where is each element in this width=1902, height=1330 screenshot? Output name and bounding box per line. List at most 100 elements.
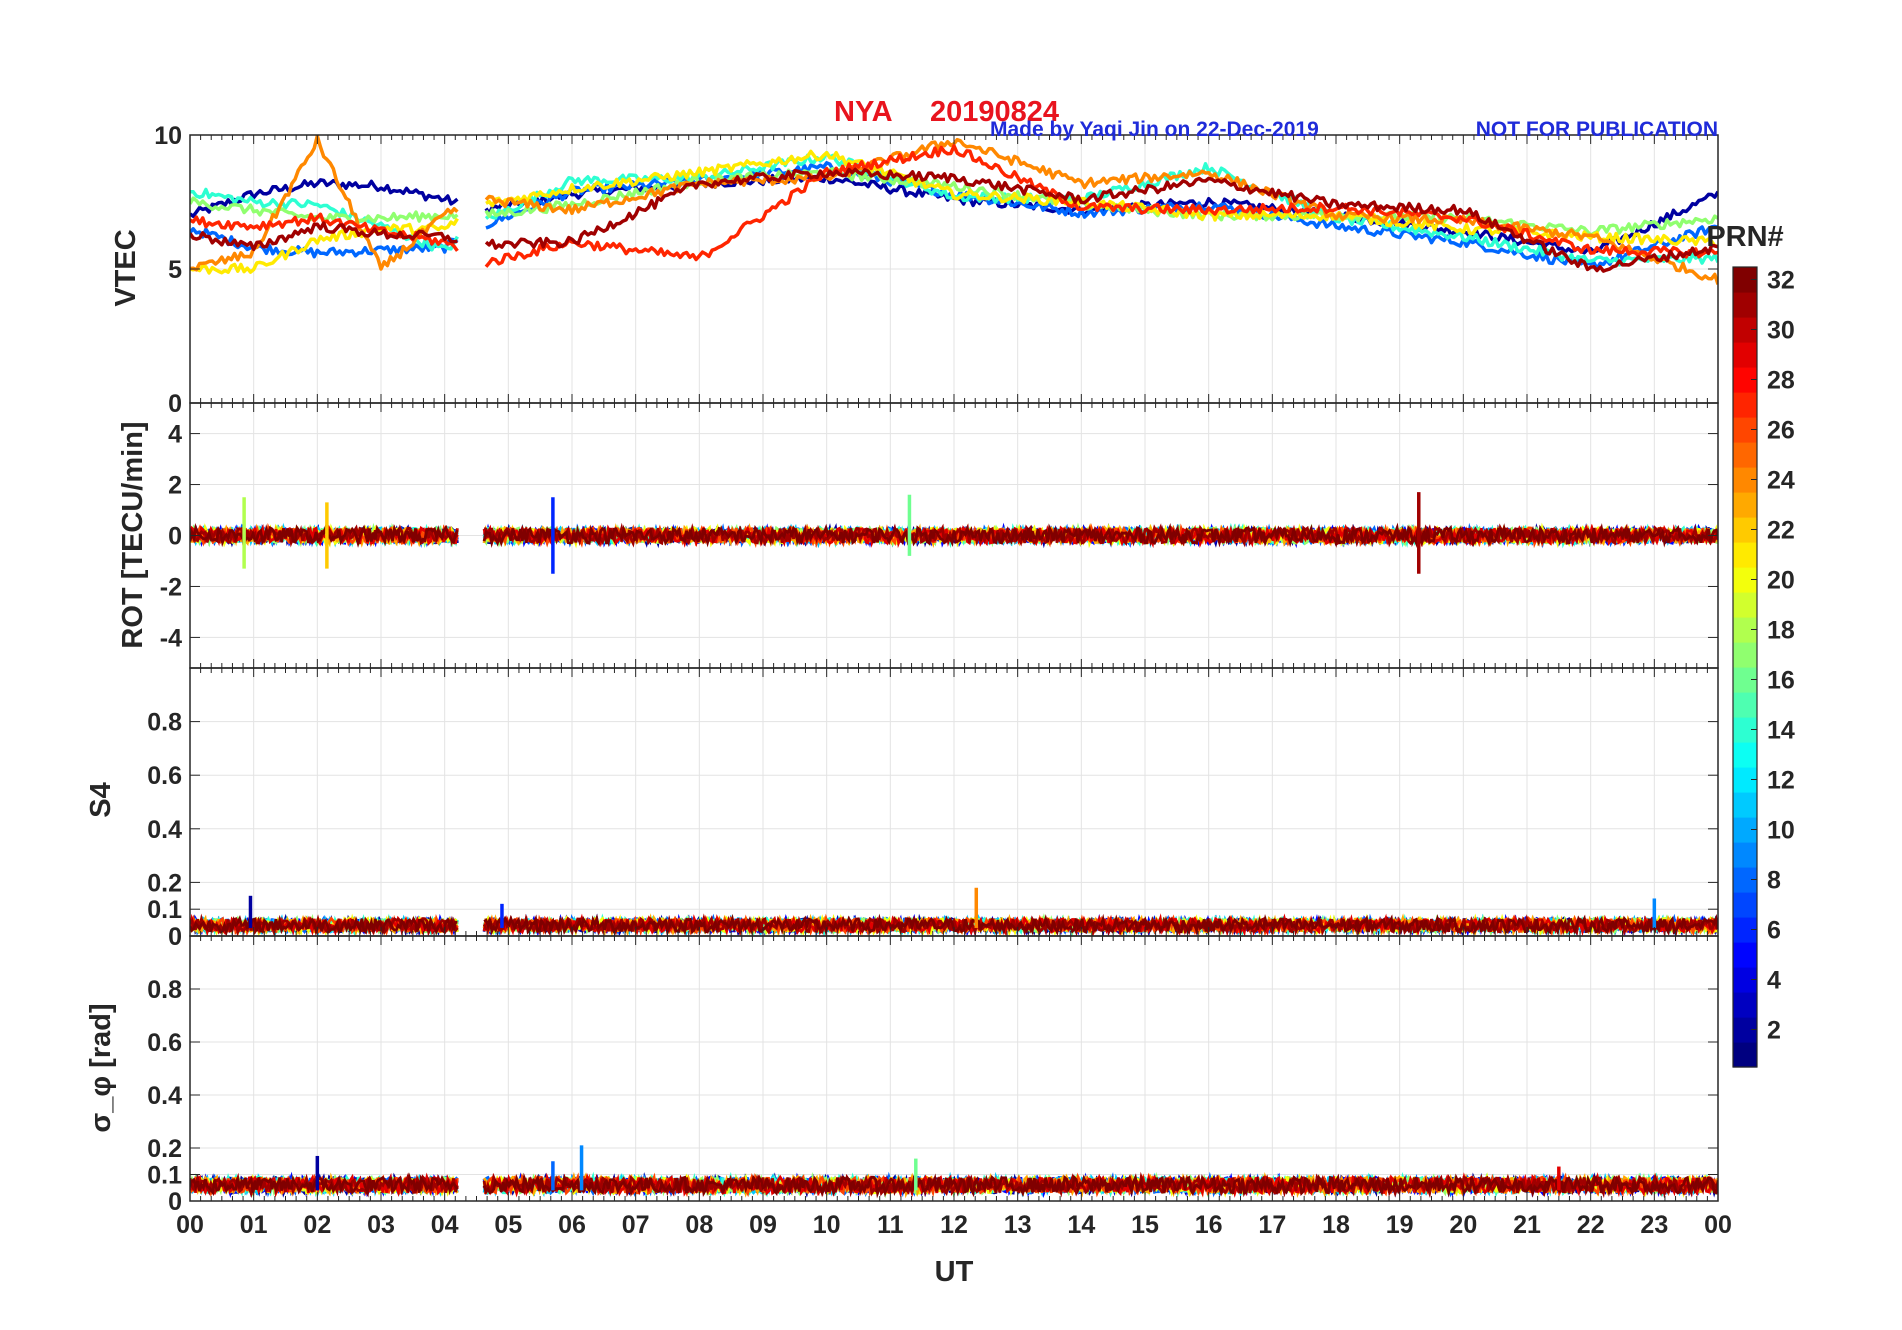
colorbar-segment	[1733, 892, 1757, 918]
x-tick-label: 19	[1386, 1211, 1414, 1239]
x-tick-label: 00	[176, 1211, 204, 1239]
colorbar-tick-label: 32	[1767, 267, 1795, 295]
rot-ylabel: ROT [TECU/min]	[117, 421, 149, 648]
colorbar-frame	[1732, 266, 1758, 1068]
s4-prn-32	[190, 913, 1718, 936]
vtec-ytick-label: 0	[168, 390, 182, 418]
colorbar-tick-label: 10	[1767, 817, 1795, 845]
x-tick-label: 02	[303, 1211, 331, 1239]
colorbar-tick-label: 22	[1767, 517, 1795, 545]
colorbar-tick-label: 24	[1767, 467, 1795, 495]
colorbar-segment	[1733, 942, 1757, 968]
x-tick-label: 20	[1449, 1211, 1477, 1239]
x-tick-label: 04	[431, 1211, 459, 1239]
rot-lines	[190, 492, 1718, 574]
s4-ytick-label: 0.6	[147, 762, 182, 790]
x-tick-label: 18	[1322, 1211, 1350, 1239]
x-tick-label: 12	[940, 1211, 968, 1239]
colorbar-segment	[1733, 742, 1757, 768]
sigma_phi-ytick-label: 0	[168, 1188, 182, 1216]
colorbar-tick-label: 2	[1767, 1017, 1781, 1045]
vtec-lines	[190, 135, 1718, 285]
colorbar-tick-label: 12	[1767, 767, 1795, 795]
s4-ytick-label: 0	[168, 923, 182, 951]
colorbar-segment	[1733, 492, 1757, 518]
x-tick-label: 16	[1195, 1211, 1223, 1239]
sigma_phi-ytick-label: 0.2	[147, 1135, 182, 1163]
data-series	[190, 135, 1718, 1199]
s4-ytick-label: 0.1	[147, 896, 182, 924]
x-tick-label: 15	[1131, 1211, 1159, 1239]
colorbar-tick-label: 28	[1767, 367, 1795, 395]
colorbar-tick-label: 16	[1767, 667, 1795, 695]
colorbar-segment	[1733, 292, 1757, 318]
tick-labels: 0510-4-202400.10.20.40.60.800.10.20.40.6…	[147, 122, 1732, 1239]
vtec-ytick-label: 10	[154, 122, 182, 150]
axes-frames	[189, 134, 1719, 1202]
s4-lines	[190, 887, 1718, 936]
rot-ytick-label: 2	[168, 472, 182, 500]
s4-ytick-label: 0.4	[147, 816, 182, 844]
x-tick-label: 07	[622, 1211, 650, 1239]
colorbar-tick-label: 26	[1767, 417, 1795, 445]
x-tick-label: 03	[367, 1211, 395, 1239]
colorbar-segment	[1733, 992, 1757, 1018]
x-tick-label: 05	[494, 1211, 522, 1239]
colorbar-tick-label: 14	[1767, 717, 1795, 745]
rot-ytick-label: -2	[160, 573, 182, 601]
s4-ytick-label: 0.8	[147, 709, 182, 737]
colorbar-tick-label: 6	[1767, 917, 1781, 945]
colorbar-tick-label: 18	[1767, 617, 1795, 645]
colorbar-segment	[1733, 592, 1757, 618]
x-tick-label: 10	[813, 1211, 841, 1239]
station-title: NYA	[834, 96, 893, 128]
colorbar-segment	[1733, 792, 1757, 818]
sigma_phi-ytick-label: 0.8	[147, 976, 182, 1004]
sigma_phi-ytick-label: 0.6	[147, 1029, 182, 1057]
colorbar-tick-label: 20	[1767, 567, 1795, 595]
x-tick-label: 17	[1258, 1211, 1286, 1239]
colorbar-tick-label: 4	[1767, 967, 1781, 995]
x-tick-label: 11	[877, 1211, 904, 1239]
x-tick-label: 13	[1004, 1211, 1032, 1239]
colorbar-segment	[1733, 692, 1757, 718]
colorbar-segment	[1733, 442, 1757, 468]
sigma-phi-ylabel: σ_φ [rad]	[85, 1003, 117, 1132]
colorbar-segment	[1733, 1042, 1757, 1068]
x-tick-label: 08	[685, 1211, 713, 1239]
rot-ytick-label: -4	[160, 624, 182, 652]
publication-notice: NOT FOR PUBLICATION	[1476, 118, 1718, 141]
date-title: 20190824	[930, 96, 1059, 128]
s4-ytick-label: 0.2	[147, 869, 182, 897]
x-tick-label: 00	[1704, 1211, 1732, 1239]
vtec-prn-31	[190, 167, 1718, 273]
sigma_phi-prn-32	[190, 1172, 1718, 1199]
sigma_phi-ytick-label: 0.4	[147, 1082, 182, 1110]
sigma_phi-ytick-label: 0.1	[147, 1162, 182, 1190]
x-tick-label: 23	[1640, 1211, 1668, 1239]
vtec-ylabel: VTEC	[110, 229, 142, 306]
x-tick-label: 14	[1067, 1211, 1095, 1239]
x-tick-label: 01	[240, 1211, 268, 1239]
rot-ytick-label: 0	[168, 523, 182, 551]
colorbar-segment	[1733, 392, 1757, 418]
colorbar-tick-label: 8	[1767, 867, 1781, 895]
credit-note: Made by Yaqi Jin on 22-Dec-2019	[990, 118, 1319, 141]
colorbar-segment	[1733, 342, 1757, 368]
colorbar-tick-label: 30	[1767, 317, 1795, 345]
rot-prn-32	[190, 522, 1718, 549]
x-axis-label: UT	[935, 1256, 974, 1288]
colorbar-label: PRN#	[1706, 221, 1783, 253]
rot-ytick-label: 4	[168, 421, 182, 449]
colorbar-segment	[1733, 842, 1757, 868]
x-tick-label: 21	[1513, 1211, 1541, 1239]
x-tick-label: 09	[749, 1211, 777, 1239]
vtec-ytick-label: 5	[168, 256, 182, 284]
colorbar-segment	[1733, 642, 1757, 668]
sigma_phi-lines	[190, 1145, 1718, 1199]
s4-ylabel: S4	[85, 782, 117, 817]
colorbar-segment	[1733, 542, 1757, 568]
x-tick-label: 22	[1577, 1211, 1605, 1239]
